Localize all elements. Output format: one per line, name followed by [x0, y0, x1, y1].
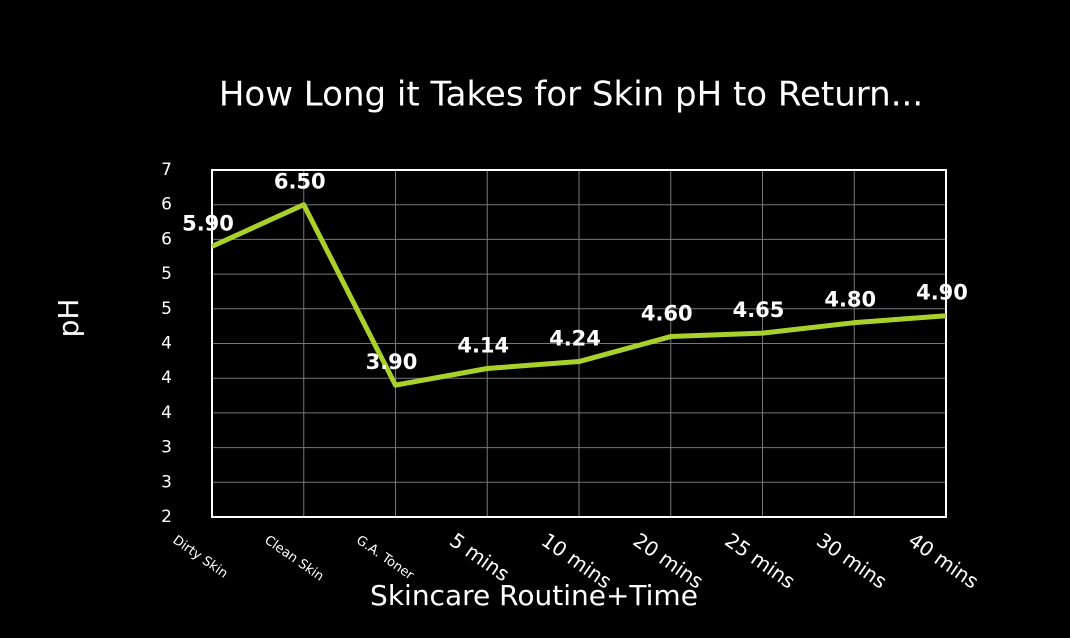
data-label: 4.24: [549, 327, 601, 351]
data-label: 4.14: [457, 333, 509, 357]
x-axis-title: Skincare Routine+Time: [370, 579, 698, 612]
data-label: 4.65: [733, 298, 785, 322]
data-label: 6.50: [274, 170, 326, 194]
chart-title: How Long it Takes for Skin pH to Return.…: [219, 75, 923, 115]
x-tick-label: 5 mins: [445, 528, 514, 586]
plot-border: [211, 169, 947, 518]
y-tick-label: 6: [161, 229, 172, 249]
y-tick-label: 5: [161, 299, 172, 319]
y-axis-title: pH: [52, 299, 85, 338]
y-tick-label: 4: [161, 368, 172, 388]
data-label: 4.80: [824, 288, 876, 312]
x-tick-label: Clean Skin: [261, 533, 326, 585]
x-tick-label: G.A. Toner: [353, 533, 417, 584]
data-label: 4.90: [916, 281, 968, 305]
y-tick-label: 4: [161, 334, 172, 354]
data-label: 5.90: [182, 211, 234, 235]
data-line: [210, 202, 947, 388]
y-tick-label: 5: [161, 264, 172, 284]
y-tick-label: 6: [161, 195, 172, 215]
data-label: 3.90: [366, 350, 418, 374]
x-tick-label: 40 mins: [904, 528, 983, 594]
data-label: 4.60: [641, 302, 693, 326]
y-tick-label: 3: [161, 438, 172, 458]
x-tick-label: Dirty Skin: [170, 533, 231, 582]
y-tick-label: 2: [161, 507, 172, 527]
y-tick-label: 4: [161, 403, 172, 423]
y-tick-label: 7: [161, 160, 172, 180]
x-tick-label: 25 mins: [720, 528, 799, 594]
x-tick-label: 30 mins: [812, 528, 891, 594]
y-tick-label: 3: [161, 472, 172, 492]
